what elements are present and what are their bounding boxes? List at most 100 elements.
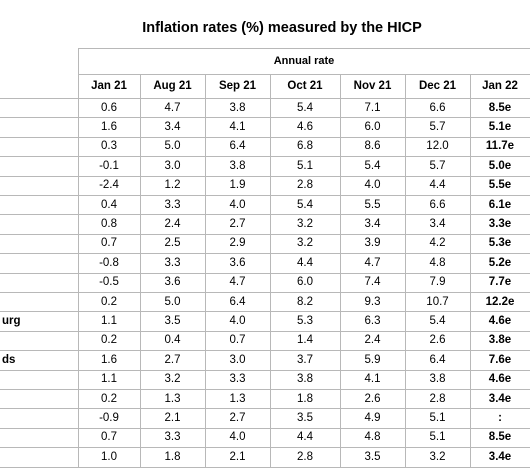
cell: 3.0 (164, 159, 181, 172)
rule (0, 156, 530, 158)
cell: 5.9 (364, 353, 381, 366)
rule (0, 117, 530, 119)
cell: 4.7 (229, 276, 246, 289)
cell: 3.2 (164, 373, 181, 386)
cell: 6.4 (429, 353, 446, 366)
cell: 7.6e (488, 353, 512, 366)
cell: 0.8 (101, 218, 117, 231)
cell: 4.8 (364, 431, 381, 444)
cell: 3.4 (429, 218, 446, 231)
rule (0, 311, 530, 313)
cell: 6.1e (488, 198, 512, 211)
cell: 3.5 (364, 450, 381, 463)
rule (0, 253, 530, 255)
cell: 2.4 (164, 218, 181, 231)
cell: 2.7 (164, 353, 181, 366)
rule (205, 74, 206, 467)
column-header: Jan 21 (91, 80, 127, 92)
cell: 4.8 (429, 256, 446, 269)
cell: 2.4 (364, 334, 381, 347)
cell: 3.8 (229, 159, 246, 172)
cell: 8.6 (364, 140, 381, 153)
cell: 1.9 (229, 179, 246, 192)
cell: 5.3e (488, 237, 512, 250)
column-header: Aug 21 (153, 80, 192, 92)
cell: 2.6 (364, 392, 381, 405)
rule (0, 292, 530, 293)
cell: 6.6 (429, 198, 446, 211)
rule (0, 466, 530, 468)
cell: 3.4e (488, 450, 512, 463)
rule (0, 408, 530, 410)
rule (470, 74, 471, 467)
cell: 1.1 (101, 373, 117, 386)
cell: 0.6 (101, 101, 117, 114)
cell: -0.5 (99, 276, 119, 289)
cell: 5.5 (364, 198, 381, 211)
rule (0, 175, 530, 177)
cell: 4.6e (488, 373, 512, 386)
cell: 3.4e (488, 392, 512, 405)
cell: 3.3 (164, 431, 181, 444)
cell: 2.1 (229, 450, 246, 463)
cell: 2.5 (164, 237, 181, 250)
cell: 0.3 (101, 140, 117, 153)
cell: 6.8 (297, 140, 313, 153)
cell: 1.2 (164, 179, 181, 192)
cell: 5.1 (429, 431, 446, 444)
cell: 3.5 (297, 412, 313, 425)
cell: 4.1 (229, 121, 246, 134)
cell: 0.7 (101, 237, 117, 250)
rule (0, 272, 530, 274)
cell: 8.5e (488, 431, 512, 444)
cell: 1.6 (101, 121, 117, 134)
cell: 3.3 (164, 198, 181, 211)
cell: 0.2 (101, 334, 117, 347)
cell: 9.3 (364, 295, 381, 308)
cell: 3.8 (229, 101, 246, 114)
cell: 3.8 (297, 373, 313, 386)
cell: 0.4 (101, 198, 117, 211)
cell: 0.2 (101, 392, 117, 405)
cell: 1.6 (101, 353, 117, 366)
rule (0, 98, 530, 99)
cell: 7.4 (364, 276, 381, 289)
cell: 5.0 (164, 295, 181, 308)
cell: 5.5e (488, 179, 512, 192)
cell: 3.9 (364, 237, 381, 250)
cell: -0.1 (99, 159, 119, 172)
cell: 5.3 (297, 315, 313, 328)
cell: 0.2 (101, 295, 117, 308)
cell: 5.4 (297, 101, 313, 114)
cell: 4.2 (429, 237, 446, 250)
cell: 5.4 (364, 159, 381, 172)
cell: 3.2 (429, 450, 446, 463)
cell: 3.8e (488, 334, 512, 347)
cell: 3.5 (164, 315, 181, 328)
cell: 6.6 (429, 101, 446, 114)
cell: -2.4 (99, 179, 119, 192)
cell: 0.7 (101, 431, 117, 444)
rule (0, 369, 530, 371)
cell: 6.3 (364, 315, 381, 328)
cell: 2.1 (164, 412, 181, 425)
cell: 4.7 (164, 101, 181, 114)
cell: 4.7 (364, 256, 381, 269)
cell: 8.5e (488, 101, 512, 114)
cell: 3.3 (229, 373, 246, 386)
cell: 3.4 (164, 121, 181, 134)
cell: 3.2 (297, 218, 313, 231)
cell: 4.0 (229, 431, 246, 444)
cell: 4.6e (488, 315, 512, 328)
cell: 5.7 (429, 121, 446, 134)
cell: 4.9 (364, 412, 381, 425)
cell: 2.7 (229, 218, 246, 231)
rule (78, 48, 530, 49)
column-header: Sep 21 (218, 80, 257, 92)
rule (0, 350, 530, 352)
cell: 4.0 (229, 315, 246, 328)
rule (78, 74, 530, 75)
cell: 3.4 (364, 218, 381, 231)
cell: 3.3 (164, 256, 181, 269)
